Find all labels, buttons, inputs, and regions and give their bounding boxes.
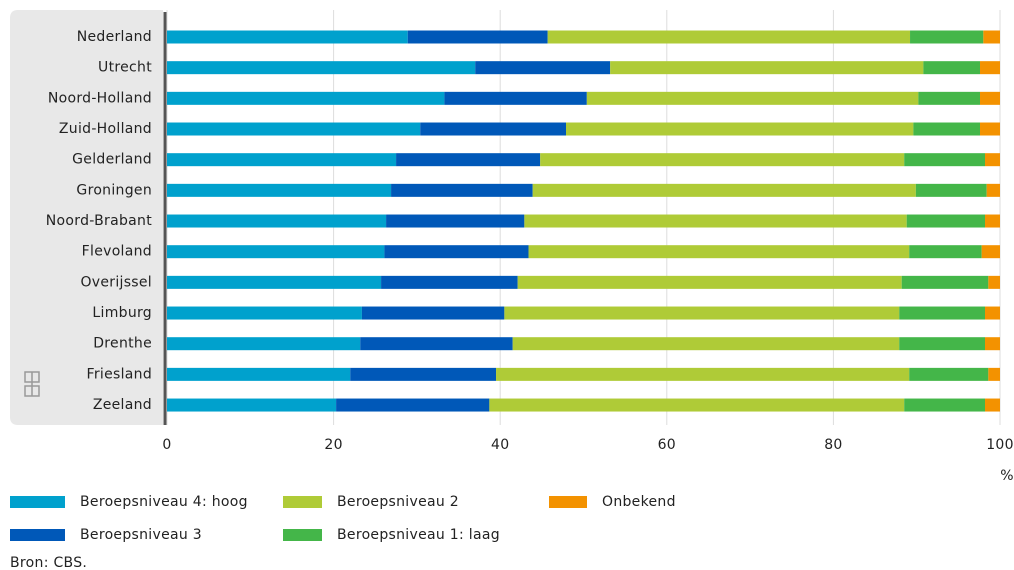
y-tick-label: Zeeland <box>93 397 152 413</box>
bar-segment <box>407 30 548 44</box>
bar-segment <box>384 245 529 259</box>
bar-segment <box>899 306 986 320</box>
bar-segment <box>167 398 337 412</box>
legend-swatch <box>10 529 65 541</box>
bar-segment <box>167 306 362 320</box>
bar-segment <box>512 337 900 351</box>
bar-segment <box>981 245 1000 259</box>
bar-segment <box>913 122 981 136</box>
bar-segment <box>504 306 900 320</box>
bar-segment <box>985 398 1000 412</box>
bar-segment <box>167 91 445 105</box>
y-tick-label: Zuid-Holland <box>59 121 152 137</box>
bar-segment <box>980 61 1000 75</box>
x-tick-label: 80 <box>824 437 842 453</box>
x-axis-label: % <box>1000 468 1014 484</box>
bar-segment <box>444 91 587 105</box>
bar-segment <box>475 61 611 75</box>
y-tick-label: Overijssel <box>80 274 152 290</box>
bar-segment <box>381 275 518 289</box>
bar-segment <box>540 153 905 167</box>
bar-segment <box>167 61 476 75</box>
bar-segment <box>909 245 982 259</box>
label-panel <box>10 10 163 425</box>
bar-segment <box>532 183 916 197</box>
bar-segment <box>391 183 533 197</box>
y-tick-label: Drenthe <box>93 336 152 352</box>
bar-segment <box>350 367 497 381</box>
x-tick-label: 100 <box>986 437 1014 453</box>
bar-segment <box>910 30 984 44</box>
bar-segment <box>983 30 1000 44</box>
y-tick-label: Flevoland <box>82 244 152 260</box>
bar-segment <box>899 337 986 351</box>
bar-segment <box>988 275 1000 289</box>
bar-segment <box>167 337 361 351</box>
bar-segment <box>360 337 513 351</box>
y-tick-label: Nederland <box>77 29 152 45</box>
bar-segment <box>517 275 902 289</box>
bar-segment <box>167 122 421 136</box>
legend-swatch <box>283 496 322 508</box>
bar-segment <box>496 367 910 381</box>
y-tick-label: Noord-Brabant <box>46 213 152 229</box>
y-tick-label: Gelderland <box>72 152 152 168</box>
bar-segment <box>610 61 924 75</box>
bar-segment <box>361 306 505 320</box>
bar-segment <box>901 275 989 289</box>
bar-segment <box>167 30 408 44</box>
bar-segment <box>167 245 385 259</box>
bar-segment <box>524 214 907 228</box>
bar-segment <box>918 91 981 105</box>
logo <box>24 371 40 397</box>
y-tick-label: Limburg <box>92 305 152 321</box>
bar-segment <box>915 183 987 197</box>
bar-segment <box>386 214 525 228</box>
bar-segment <box>980 122 1000 136</box>
bar-segment <box>396 153 541 167</box>
bar-segment <box>566 122 914 136</box>
legend-swatch <box>283 529 322 541</box>
x-tick-label: 60 <box>658 437 676 453</box>
bar-segment <box>547 30 911 44</box>
legend-label: Beroepsniveau 4: hoog <box>80 494 248 510</box>
x-tick-label: 0 <box>162 437 171 453</box>
x-tick-label: 40 <box>491 437 509 453</box>
y-tick-label: Groningen <box>76 182 152 198</box>
legend-label: Beroepsniveau 3 <box>80 527 202 543</box>
bar-segment <box>167 367 351 381</box>
legend-label: Onbekend <box>602 494 676 510</box>
y-tick-label: Noord-Holland <box>48 90 152 106</box>
source: Bron: CBS. <box>10 555 87 570</box>
bar-segment <box>167 214 387 228</box>
bar-segment <box>985 306 1000 320</box>
x-tick-label: 20 <box>324 437 342 453</box>
bar-segment <box>167 275 382 289</box>
bar-segment <box>420 122 567 136</box>
bar-segment <box>988 367 1000 381</box>
bar-segment <box>980 91 1000 105</box>
bar-segment <box>923 61 981 75</box>
bar-segment <box>528 245 910 259</box>
bar-segment <box>986 183 1000 197</box>
legend-swatch <box>10 496 65 508</box>
bar-segment <box>985 214 1000 228</box>
bar-segment <box>167 153 397 167</box>
y-tick-label: Friesland <box>86 366 152 382</box>
bar-segment <box>336 398 490 412</box>
bar-segment <box>985 337 1000 351</box>
bar-segment <box>489 398 905 412</box>
legend-swatch <box>549 496 587 508</box>
bar-segment <box>904 153 986 167</box>
y-tick-label: Utrecht <box>98 60 152 76</box>
bar-segment <box>909 367 989 381</box>
bar-segment <box>985 153 1000 167</box>
bar-segment <box>904 398 986 412</box>
legend-label: Beroepsniveau 2 <box>337 494 459 510</box>
bar-segment <box>167 183 392 197</box>
legend-label: Beroepsniveau 1: laag <box>337 527 500 543</box>
bar-segment <box>906 214 986 228</box>
bar-segment <box>586 91 919 105</box>
